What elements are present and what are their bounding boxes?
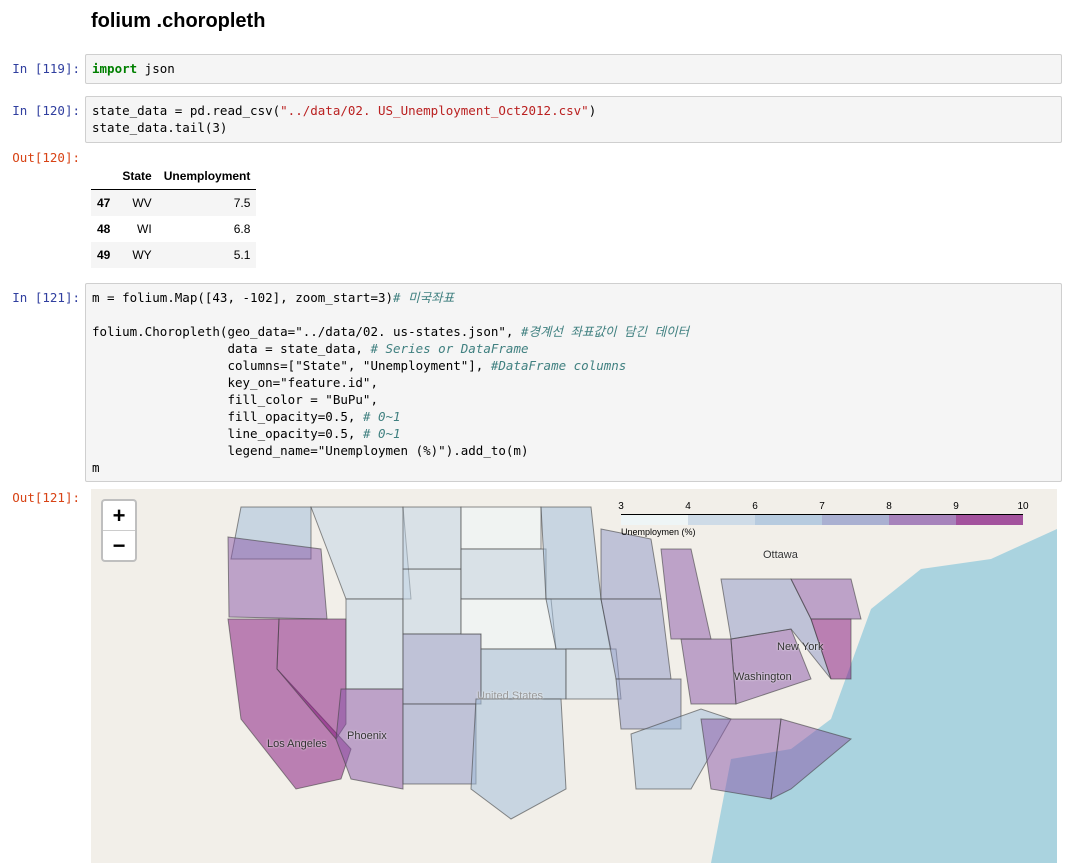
code-cell-120[interactable]: state_data = pd.read_csv("../data/02. US… [85,96,1062,143]
output-prompt: Out[121]: [12,490,80,505]
legend-swatch [889,515,956,525]
legend-title: Unemploymen (%) [621,527,696,537]
dataframe-table: State Unemployment 47 WV 7.5 48 WI 6.8 49 WY 5.… [91,163,257,268]
table-row: 47 WV 7.5 [91,189,257,216]
city-label: Ottawa [763,549,798,561]
code-text: data = state_data, [92,341,371,356]
country-label: United States [477,690,544,702]
zoom-out-button[interactable]: − [103,530,135,560]
cell: 48 [97,222,111,236]
code-string: "../data/02. US_Unemployment_Oct2012.csv… [280,103,589,118]
code-text: state_data.tail(3) [92,120,228,135]
city-label: Phoenix [347,730,387,742]
code-text: m [92,460,100,475]
code-cell-119[interactable]: import json [85,54,1062,84]
code-text: folium.Choropleth(geo_data="../data/02. … [92,324,521,339]
code-text: fill_color = "BuPu", [92,392,378,407]
legend-tick: 10 [1017,501,1029,512]
code-comment: # Series or DataFrame [370,341,529,356]
table-row: 48 WI 6.8 [91,216,256,242]
cell: 49 [97,248,111,262]
legend-tick: 4 [685,501,691,512]
code-comment: #경계선 좌표값이 담긴 데이터 [520,324,690,339]
code-comment: #DataFrame columns [490,358,627,373]
legend-swatch [688,515,755,525]
code-text: key_on="feature.id", [92,375,378,390]
cell-prompt: In [121]: [12,290,80,305]
header [91,163,117,190]
legend-tick: 9 [953,501,959,512]
cell: 6.8 [233,222,251,236]
cell: 47 [97,196,111,210]
map-legend: 3 4 6 7 8 9 10 Unemploymen (%) [618,501,1028,541]
cell-prompt: In [119]: [12,61,80,76]
code-text: state_data = pd.read_csv( [92,103,281,118]
cell-prompt: In [120]: [12,103,80,118]
code-text: line_opacity=0.5, [92,426,363,441]
map-tiles [91,489,1057,863]
legend-swatch [956,515,1023,525]
cell: WI [137,222,152,236]
code-cell-121[interactable]: m = folium.Map([43, -102], zoom_start=3)… [85,283,1062,482]
code-comment: # 0~1 [362,409,401,424]
legend-tick: 6 [752,501,758,512]
legend-swatch [822,515,889,525]
code-text: m = folium.Map([43, -102], zoom_start=3) [92,290,394,305]
city-label: Los Angeles [267,738,327,750]
cell: WY [132,248,152,262]
output-prompt: Out[120]: [12,150,80,165]
code-text: ) [588,103,597,118]
legend-tick: 7 [819,501,825,512]
city-label: Washington [734,671,792,683]
table-row: 49 WY 5.1 [91,242,257,268]
cell: 5.1 [233,248,251,262]
zoom-control: + − [101,499,137,562]
header-unemployment: Unemployment [157,163,257,190]
choropleth-map[interactable]: + − 3 4 6 7 8 9 10 Unemploymen (%) Ottawa New … [91,489,1057,863]
code-comment: # 0~1 [362,426,401,441]
header-state: State [116,163,158,190]
cell: WV [132,196,152,210]
legend-swatch [755,515,822,525]
code-text: fill_opacity=0.5, [92,409,363,424]
code-text: legend_name="Unemploymen (%)").add_to(m) [92,443,529,458]
legend-tick: 8 [886,501,892,512]
code-text: columns=["State", "Unemployment"], [92,358,491,373]
legend-tick: 3 [618,501,624,512]
legend-swatch [621,515,688,525]
zoom-in-button[interactable]: + [112,503,126,528]
cell: 7.5 [233,196,251,210]
code-comment: # 미국좌표 [393,290,455,305]
city-label: New York [777,641,824,653]
page-heading: folium .choropleth [91,10,266,32]
